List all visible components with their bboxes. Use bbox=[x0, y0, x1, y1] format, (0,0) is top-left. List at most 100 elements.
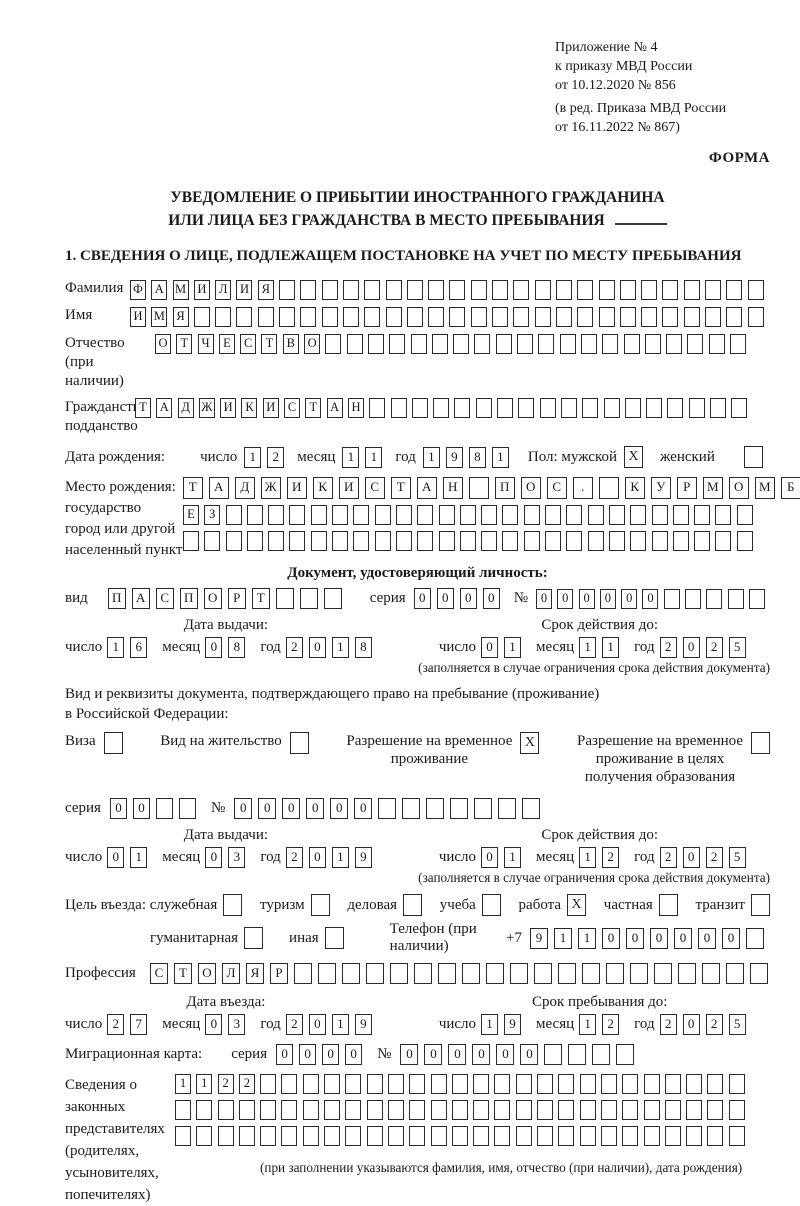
char-cell[interactable] bbox=[513, 307, 530, 327]
char-cell[interactable]: 0 bbox=[682, 847, 700, 868]
char-cell[interactable]: Я bbox=[172, 307, 189, 327]
char-cell[interactable] bbox=[746, 927, 764, 949]
char-cell[interactable]: М bbox=[172, 280, 189, 300]
char-cell[interactable] bbox=[345, 1074, 362, 1094]
char-cell[interactable] bbox=[579, 1100, 596, 1120]
char-cell[interactable]: 1 bbox=[578, 927, 596, 949]
char-cell[interactable] bbox=[630, 531, 647, 551]
char-cell[interactable] bbox=[279, 307, 296, 327]
char-cell[interactable]: Ж bbox=[261, 477, 281, 499]
char-cell[interactable] bbox=[577, 280, 594, 300]
char-cell[interactable] bbox=[544, 1044, 563, 1065]
char-cell[interactable]: 0 bbox=[109, 798, 127, 819]
char-cell[interactable]: Н bbox=[347, 398, 364, 418]
char-cell[interactable]: Д bbox=[235, 477, 255, 499]
char-cell[interactable]: 8 bbox=[354, 637, 372, 658]
char-cell[interactable] bbox=[449, 307, 466, 327]
char-cell[interactable]: 0 bbox=[626, 927, 644, 949]
char-cell[interactable]: 1 bbox=[130, 847, 148, 868]
char-cell[interactable]: 0 bbox=[308, 847, 326, 868]
char-cell[interactable] bbox=[651, 505, 668, 525]
char-cell[interactable]: С bbox=[155, 588, 174, 609]
char-cell[interactable] bbox=[175, 1126, 191, 1146]
char-cell[interactable]: 0 bbox=[482, 588, 500, 609]
char-cell[interactable] bbox=[687, 334, 704, 354]
char-cell[interactable]: 0 bbox=[299, 1044, 317, 1065]
char-cell[interactable] bbox=[518, 398, 535, 418]
char-cell[interactable] bbox=[667, 398, 684, 418]
char-cell[interactable] bbox=[289, 531, 306, 551]
char-cell[interactable]: 0 bbox=[258, 798, 277, 819]
char-cell[interactable] bbox=[302, 1100, 319, 1120]
char-cell[interactable]: 1 bbox=[107, 637, 125, 658]
char-cell[interactable]: 1 bbox=[602, 637, 620, 658]
char-cell[interactable]: 0 bbox=[599, 588, 616, 609]
char-cell[interactable] bbox=[430, 1100, 447, 1120]
char-cell[interactable]: 0 bbox=[602, 927, 620, 949]
char-cell[interactable] bbox=[705, 280, 722, 300]
char-cell[interactable] bbox=[599, 477, 619, 499]
char-cell[interactable] bbox=[678, 963, 696, 984]
char-cell[interactable] bbox=[654, 963, 672, 984]
char-cell[interactable]: 3 bbox=[228, 847, 246, 868]
char-cell[interactable] bbox=[353, 505, 370, 525]
char-cell[interactable]: Р bbox=[270, 963, 288, 984]
char-cell[interactable] bbox=[643, 1100, 660, 1120]
char-cell[interactable]: А bbox=[417, 477, 437, 499]
char-cell[interactable]: 0 bbox=[400, 1044, 419, 1065]
char-cell[interactable] bbox=[537, 1100, 554, 1120]
char-cell[interactable] bbox=[706, 588, 723, 609]
char-cell[interactable]: 7 bbox=[130, 1014, 148, 1035]
char-cell[interactable] bbox=[683, 280, 700, 300]
char-cell[interactable] bbox=[730, 334, 747, 354]
char-cell[interactable]: А bbox=[151, 280, 168, 300]
char-cell[interactable] bbox=[694, 505, 711, 525]
char-cell[interactable]: 0 bbox=[322, 1044, 340, 1065]
char-cell[interactable] bbox=[473, 1074, 490, 1094]
char-cell[interactable]: 0 bbox=[205, 1014, 223, 1035]
char-cell[interactable] bbox=[515, 1126, 532, 1146]
char-cell[interactable]: П bbox=[107, 588, 126, 609]
char-cell[interactable]: 9 bbox=[445, 446, 463, 468]
char-cell[interactable]: И bbox=[236, 280, 253, 300]
char-cell[interactable] bbox=[672, 505, 689, 525]
char-cell[interactable]: Л bbox=[222, 963, 240, 984]
char-cell[interactable] bbox=[522, 798, 541, 819]
purpose-work-checkbox[interactable]: X bbox=[567, 894, 587, 916]
char-cell[interactable] bbox=[260, 1074, 277, 1094]
char-cell[interactable]: Т bbox=[261, 334, 278, 354]
char-cell[interactable] bbox=[622, 1074, 639, 1094]
char-cell[interactable] bbox=[710, 398, 727, 418]
char-cell[interactable]: 0 bbox=[132, 798, 150, 819]
char-cell[interactable] bbox=[246, 531, 263, 551]
char-cell[interactable]: И bbox=[193, 280, 210, 300]
char-cell[interactable] bbox=[664, 1100, 681, 1120]
char-cell[interactable]: Р bbox=[227, 588, 246, 609]
char-cell[interactable]: 1 bbox=[342, 446, 360, 468]
char-cell[interactable]: 8 bbox=[228, 637, 246, 658]
char-cell[interactable]: 1 bbox=[579, 1014, 597, 1035]
char-cell[interactable]: П bbox=[179, 588, 198, 609]
char-cell[interactable] bbox=[728, 1126, 745, 1146]
char-cell[interactable]: А bbox=[326, 398, 343, 418]
char-cell[interactable]: О bbox=[521, 477, 541, 499]
char-cell[interactable] bbox=[664, 1074, 681, 1094]
char-cell[interactable] bbox=[409, 1126, 426, 1146]
char-cell[interactable] bbox=[411, 398, 428, 418]
char-cell[interactable] bbox=[582, 963, 600, 984]
char-cell[interactable] bbox=[260, 1100, 277, 1120]
char-cell[interactable]: Т bbox=[135, 398, 151, 418]
temp-residence-edu-checkbox[interactable] bbox=[751, 732, 770, 754]
char-cell[interactable] bbox=[453, 334, 470, 354]
char-cell[interactable] bbox=[566, 505, 583, 525]
char-cell[interactable]: Т bbox=[174, 963, 192, 984]
char-cell[interactable] bbox=[515, 1100, 532, 1120]
char-cell[interactable]: 1 bbox=[331, 1014, 349, 1035]
char-cell[interactable] bbox=[726, 280, 743, 300]
char-cell[interactable]: Ч bbox=[197, 334, 214, 354]
char-cell[interactable] bbox=[387, 1100, 404, 1120]
char-cell[interactable] bbox=[281, 1074, 298, 1094]
char-cell[interactable] bbox=[644, 334, 661, 354]
char-cell[interactable] bbox=[385, 280, 402, 300]
char-cell[interactable]: 2 bbox=[285, 637, 303, 658]
